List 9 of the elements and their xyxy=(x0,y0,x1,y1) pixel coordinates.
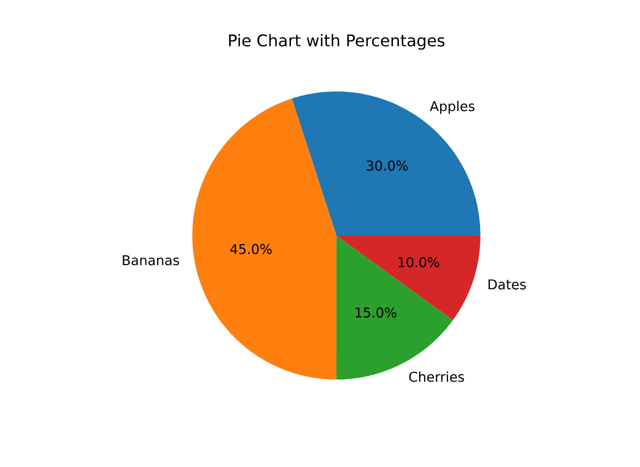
slice-label: Dates xyxy=(488,279,526,290)
chart-title: Pie Chart with Percentages xyxy=(229,34,444,50)
slice-label: Bananas xyxy=(122,255,180,266)
slice-label: Apples xyxy=(430,100,474,114)
data-label: 45.0% xyxy=(230,244,272,254)
data-label: 15.0% xyxy=(356,307,396,318)
slice-label: Cherries xyxy=(409,371,464,382)
data-label: 30.0% xyxy=(366,160,408,171)
data-label: 10.0% xyxy=(398,257,440,268)
